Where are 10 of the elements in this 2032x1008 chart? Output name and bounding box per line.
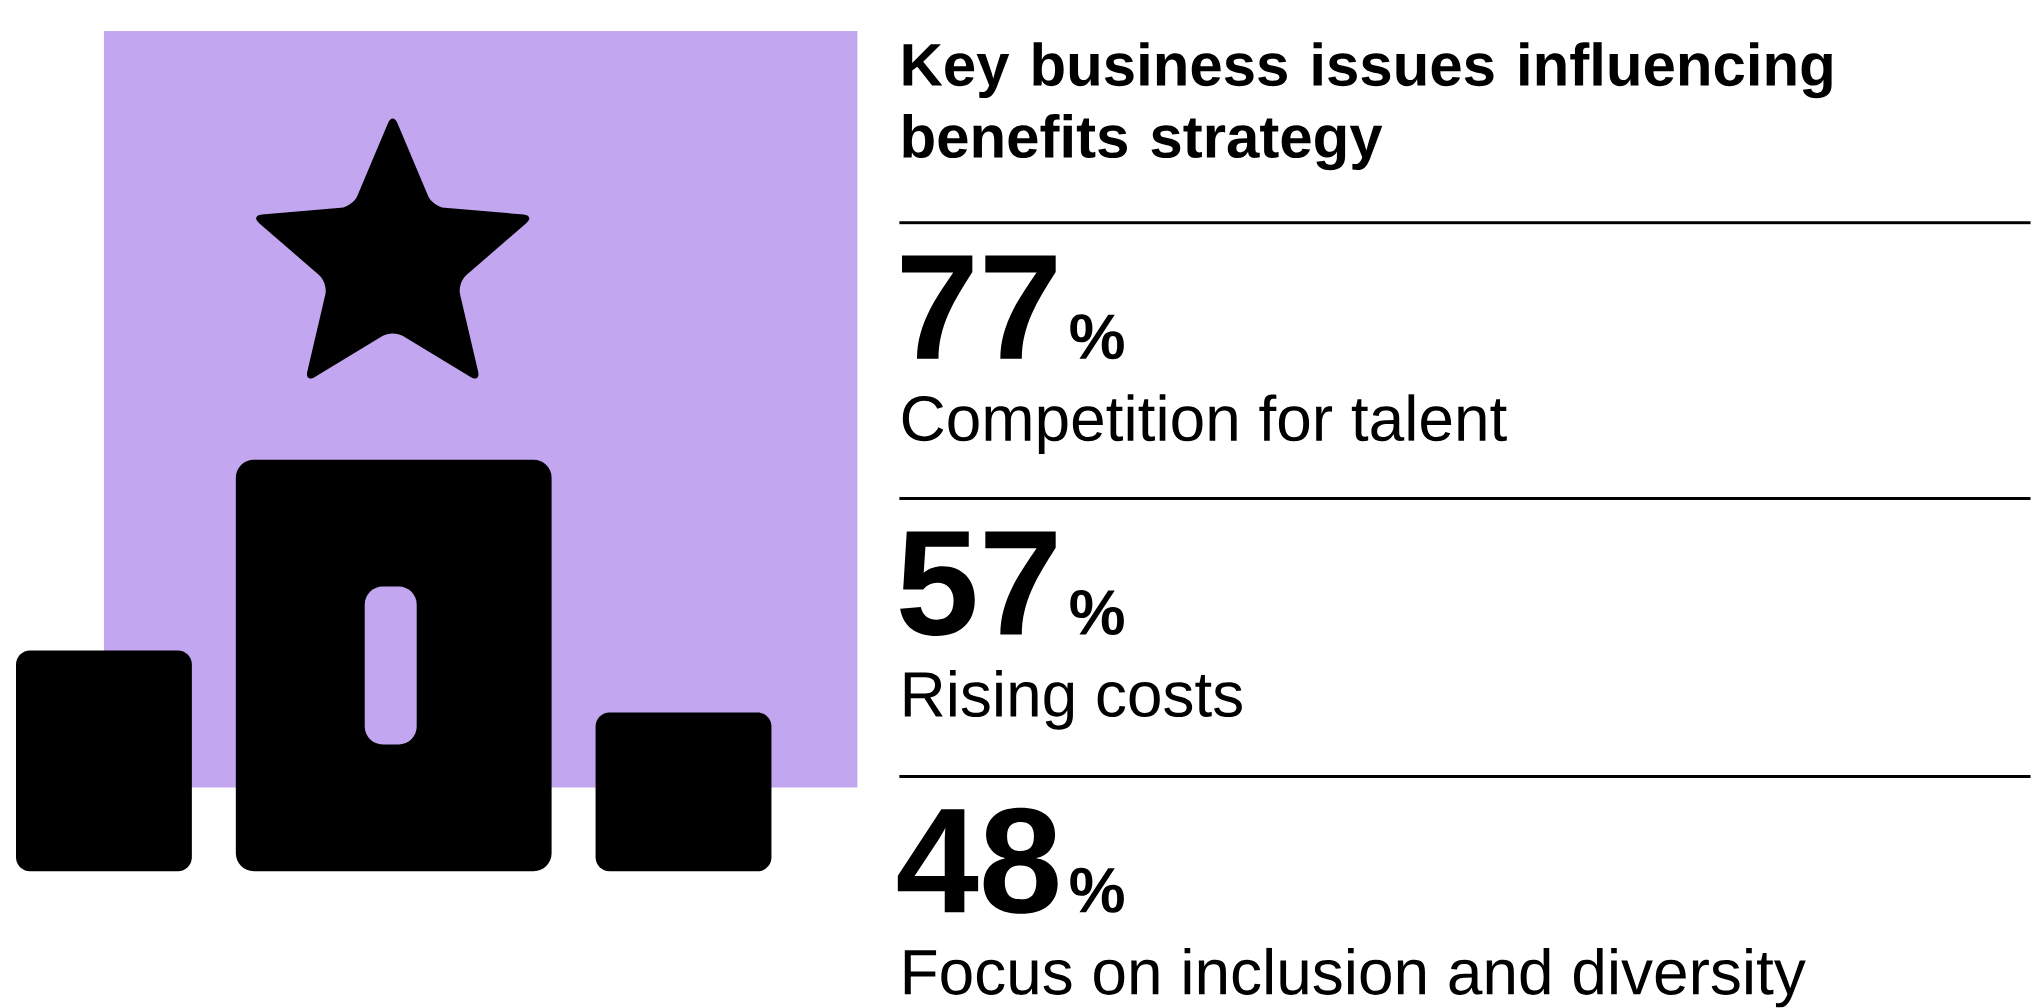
text: Key business issues influencing benefits strategy xyxy=(903,42,1832,171)
category-label: Competition for talent xyxy=(902,394,1507,455)
text: % xyxy=(1070,314,1124,360)
data-label: 77 xyxy=(902,255,1056,359)
category-label: Focus on inclusion and diversity xyxy=(904,948,1806,1008)
data-label: 48 xyxy=(897,807,1058,915)
data-label: 57 xyxy=(900,531,1056,637)
category-label: Rising costs xyxy=(904,670,1242,730)
text: % xyxy=(1070,590,1124,636)
text: % xyxy=(1070,868,1124,914)
